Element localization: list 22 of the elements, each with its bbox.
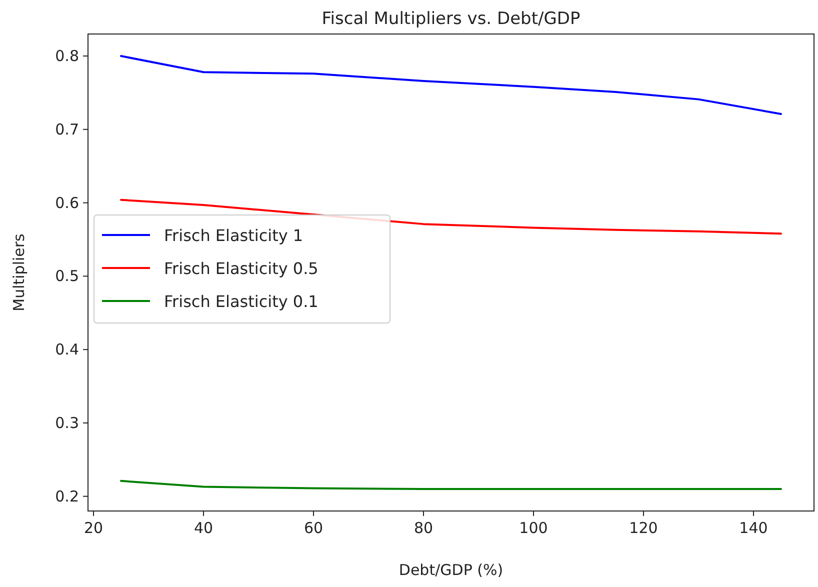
line-series [120,55,782,115]
chart-title: Fiscal Multipliers vs. Debt/GDP [322,9,580,29]
line-series [120,480,782,490]
y-tick-label: 0.7 [55,120,79,138]
legend-label: Frisch Elasticity 0.1 [164,292,318,311]
y-tick-label: 0.6 [55,194,79,212]
y-tick-label: 0.8 [55,47,79,66]
x-tick-label: 120 [629,519,658,537]
y-tick-label: 0.2 [55,487,79,506]
y-tick-label: 0.4 [55,340,79,359]
x-tick-label: 100 [519,519,548,537]
y-axis-title: Multipliers [10,233,28,312]
y-tick-label: 0.3 [55,414,79,432]
legend-label: Frisch Elasticity 0.5 [164,259,318,278]
x-tick-label: 40 [194,519,214,537]
x-axis-title: Debt/GDP (%) [398,561,504,579]
x-tick-label: 60 [304,519,324,537]
y-tick-label: 0.5 [55,267,79,286]
x-tick-label: 140 [739,519,768,537]
x-tick-label: 20 [84,519,104,537]
x-tick-label: 80 [414,519,434,537]
legend-label: Frisch Elasticity 1 [164,226,304,245]
